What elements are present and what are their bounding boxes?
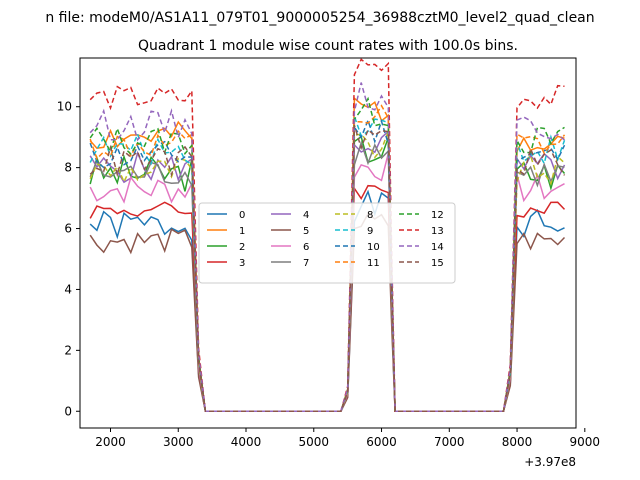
legend-label: 1 [239,226,245,237]
legend-label: 0 [239,210,245,221]
axes-frame [79,57,577,429]
legend-label: 5 [303,226,309,237]
chart-title: Quadrant 1 module wise count rates with … [138,38,518,54]
y-axis: 0 2 4 6 8 10 [57,100,80,418]
legend-label: 2 [239,242,245,253]
x-tick-label: 8000 [502,435,533,449]
legend-label: 6 [303,242,309,253]
legend-label: 10 [367,242,380,253]
series-line-14 [89,82,565,413]
legend-label: 11 [367,258,380,269]
y-tick-label: 4 [64,282,72,296]
x-tick-label: 3000 [163,435,194,449]
legend-box [198,202,456,284]
legend-label: 12 [431,210,444,221]
series-line-10 [89,118,566,413]
legend-label: 14 [431,242,444,253]
series-line-15 [89,125,566,413]
x-axis: 2000 3000 4000 5000 6000 7000 8000 9000 [95,428,600,449]
y-tick-label: 6 [64,222,72,236]
x-tick-label: 6000 [366,435,397,449]
legend-label: 13 [431,226,444,237]
x-tick-label: 5000 [298,435,329,449]
legend-label: 7 [303,258,309,269]
legend-label: 15 [431,258,444,269]
plot-area [89,58,566,413]
legend-label: 9 [367,226,373,237]
x-tick-label: 4000 [231,435,262,449]
legend-label: 8 [367,210,373,221]
suptitle: n file: modeM0/AS1A11_079T01_9000005254_… [45,10,594,26]
y-tick-label: 2 [64,343,72,357]
x-offset-label: +3.97e8 [524,455,576,469]
legend-label: 3 [239,258,245,269]
x-tick-label: 9000 [570,435,601,449]
y-tick-label: 10 [57,100,72,114]
y-tick-label: 0 [64,404,72,418]
legend-label: 4 [303,210,309,221]
y-tick-label: 8 [64,161,72,175]
x-tick-label: 7000 [434,435,465,449]
x-tick-label: 2000 [95,435,126,449]
